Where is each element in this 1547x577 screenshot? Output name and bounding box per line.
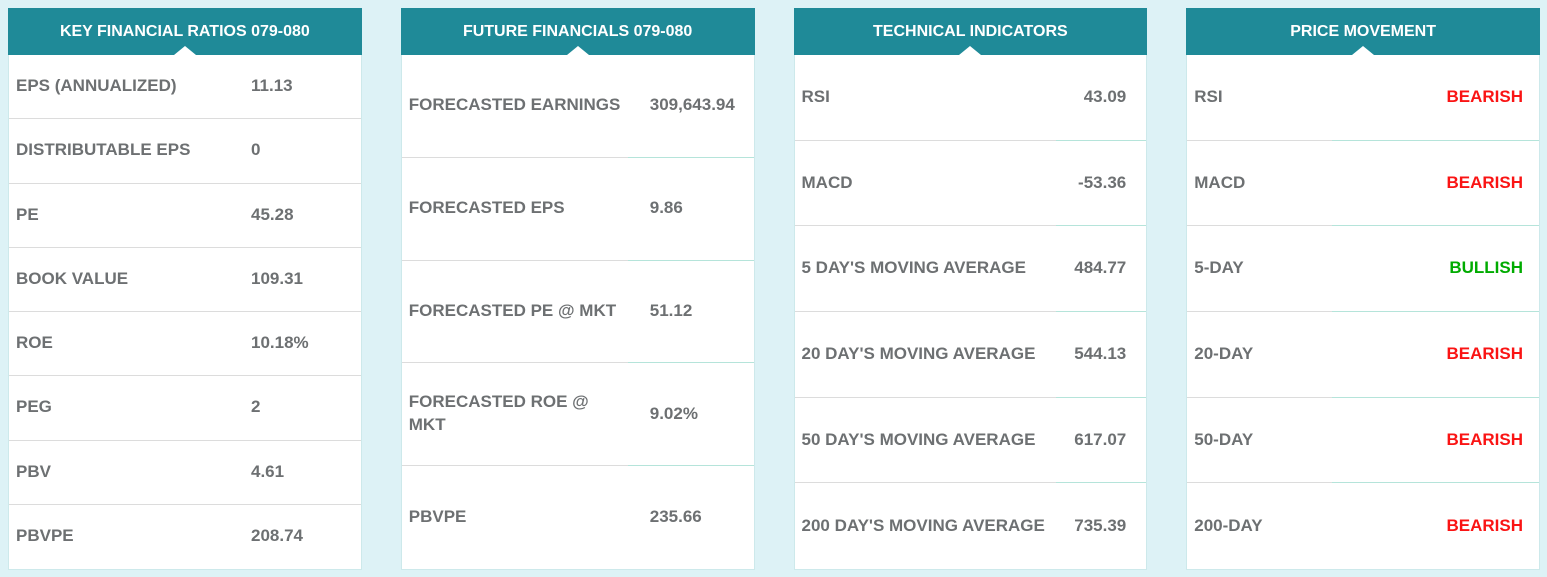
- table-row: DISTRIBUTABLE EPS 0: [9, 119, 361, 184]
- row-value: BEARISH: [1332, 141, 1539, 227]
- panel-title-key-financial-ratios: KEY FINANCIAL RATIOS 079-080: [8, 8, 362, 55]
- row-value: 45.28: [251, 184, 361, 248]
- panel-price-movement: PRICE MOVEMENT RSI BEARISH MACD BEARISH 5-DA…: [1186, 8, 1540, 570]
- row-label: 5-DAY: [1187, 226, 1333, 313]
- row-value: 11.13: [251, 55, 361, 120]
- key-financial-ratios-table: EPS (ANNUALIZED) 11.13 DISTRIBUTABLE EPS 0 P…: [8, 55, 362, 570]
- table-row: BOOK VALUE 109.31: [9, 248, 361, 312]
- row-value: 4.61: [251, 441, 361, 505]
- table-row: 200-DAY BEARISH: [1187, 483, 1539, 569]
- table-row: ROE 10.18%: [9, 312, 361, 377]
- row-value: 9.02%: [627, 363, 754, 467]
- table-row: FORECASTED EARNINGS 309,643.94: [401, 55, 754, 158]
- row-label: PBV: [9, 441, 251, 505]
- panel-title-price-movement: PRICE MOVEMENT: [1186, 8, 1540, 55]
- row-label: FORECASTED EPS: [401, 158, 628, 261]
- table-row: PEG 2: [9, 376, 361, 441]
- row-label: MACD: [1187, 141, 1333, 227]
- row-label: 20 DAY'S MOVING AVERAGE: [794, 312, 1056, 398]
- row-value: 43.09: [1055, 55, 1147, 141]
- row-value: 544.13: [1055, 312, 1147, 398]
- row-value: BEARISH: [1332, 55, 1539, 141]
- row-value: BULLISH: [1332, 226, 1539, 313]
- technical-indicators-table: RSI 43.09 MACD -53.36 5 DAY'S MOVING AVERAGE…: [793, 55, 1148, 570]
- row-value: BEARISH: [1446, 515, 1523, 535]
- panel-future-financials: FUTURE FINANCIALS 079-080 FORECASTED EAR…: [400, 8, 755, 570]
- row-label: FORECASTED EARNINGS: [401, 55, 628, 158]
- table-row: PBV 4.61: [9, 441, 361, 505]
- row-value: BEARISH: [1332, 312, 1539, 398]
- panel-technical-indicators: TECHNICAL INDICATORS RSI 43.09 MACD -53.36 5…: [793, 8, 1148, 570]
- table-row: PBVPE 235.66: [402, 466, 754, 569]
- table-row: RSI BEARISH: [1187, 55, 1539, 141]
- row-value: 109.31: [251, 248, 361, 312]
- row-label: MACD: [794, 141, 1056, 227]
- row-value: -53.36: [1055, 141, 1147, 227]
- row-label: ROE: [9, 312, 251, 377]
- row-label: EPS (ANNUALIZED): [9, 55, 251, 120]
- row-label: FORECASTED PE @ MKT: [401, 261, 628, 364]
- panel-title-technical-indicators: TECHNICAL INDICATORS: [793, 8, 1148, 55]
- row-label: FORECASTED ROE @ MKT: [401, 363, 628, 467]
- table-row: 50 DAY'S MOVING AVERAGE 617.07: [794, 398, 1147, 484]
- row-value: 309,643.94: [627, 55, 754, 158]
- table-row: FORECASTED PE @ MKT 51.12: [401, 261, 754, 364]
- table-row: PBVPE 208.74: [9, 505, 361, 569]
- row-label: PBVPE: [408, 507, 467, 527]
- row-value: 2: [251, 376, 361, 441]
- row-label: 200-DAY: [1194, 515, 1263, 535]
- table-row: FORECASTED ROE @ MKT 9.02%: [401, 363, 754, 467]
- row-value: 484.77: [1055, 226, 1147, 313]
- panel-title-future-financials: FUTURE FINANCIALS 079-080: [400, 8, 755, 55]
- row-label: PBVPE: [16, 526, 74, 546]
- panel-key-financial-ratios: KEY FINANCIAL RATIOS 079-080 EPS (ANNUAL…: [8, 8, 362, 570]
- table-row: FORECASTED EPS 9.86: [401, 158, 754, 261]
- table-row: 50-DAY BEARISH: [1187, 398, 1539, 484]
- table-row: 5-DAY BULLISH: [1187, 226, 1539, 313]
- row-value: 208.74: [251, 526, 303, 546]
- table-row: RSI 43.09: [794, 55, 1147, 141]
- table-row: 5 DAY'S MOVING AVERAGE 484.77: [794, 226, 1147, 313]
- row-label: DISTRIBUTABLE EPS: [9, 119, 251, 184]
- row-label: 200 DAY'S MOVING AVERAGE: [801, 515, 1045, 535]
- row-label: BOOK VALUE: [9, 248, 251, 312]
- row-value: 617.07: [1055, 398, 1147, 484]
- table-row: PE 45.28: [9, 184, 361, 248]
- row-label: RSI: [1187, 55, 1333, 141]
- row-value: 9.86: [627, 158, 754, 261]
- row-label: 50 DAY'S MOVING AVERAGE: [794, 398, 1056, 484]
- row-label: 50-DAY: [1187, 398, 1333, 484]
- table-row: 20 DAY'S MOVING AVERAGE 544.13: [794, 312, 1147, 398]
- row-value: BEARISH: [1332, 398, 1539, 484]
- row-value: 735.39: [1074, 515, 1127, 535]
- row-label: PEG: [9, 376, 251, 441]
- row-value: 0: [251, 119, 361, 184]
- table-row: MACD -53.36: [794, 141, 1147, 227]
- table-row: 20-DAY BEARISH: [1187, 312, 1539, 398]
- table-row: EPS (ANNUALIZED) 11.13: [9, 55, 361, 120]
- row-label: RSI: [794, 55, 1056, 141]
- price-movement-table: RSI BEARISH MACD BEARISH 5-DAY BULLISH 20-DAY B…: [1186, 55, 1540, 570]
- row-label: 5 DAY'S MOVING AVERAGE: [794, 226, 1056, 313]
- table-row: 200 DAY'S MOVING AVERAGE 735.39: [795, 483, 1147, 569]
- row-label: PE: [9, 184, 251, 248]
- table-row: MACD BEARISH: [1187, 141, 1539, 227]
- row-value: 10.18%: [251, 312, 361, 377]
- future-financials-table: FORECASTED EARNINGS 309,643.94 FORECASTED …: [400, 55, 755, 570]
- row-label: 20-DAY: [1187, 312, 1333, 398]
- row-value: 51.12: [627, 261, 754, 364]
- row-value: 235.66: [649, 507, 702, 527]
